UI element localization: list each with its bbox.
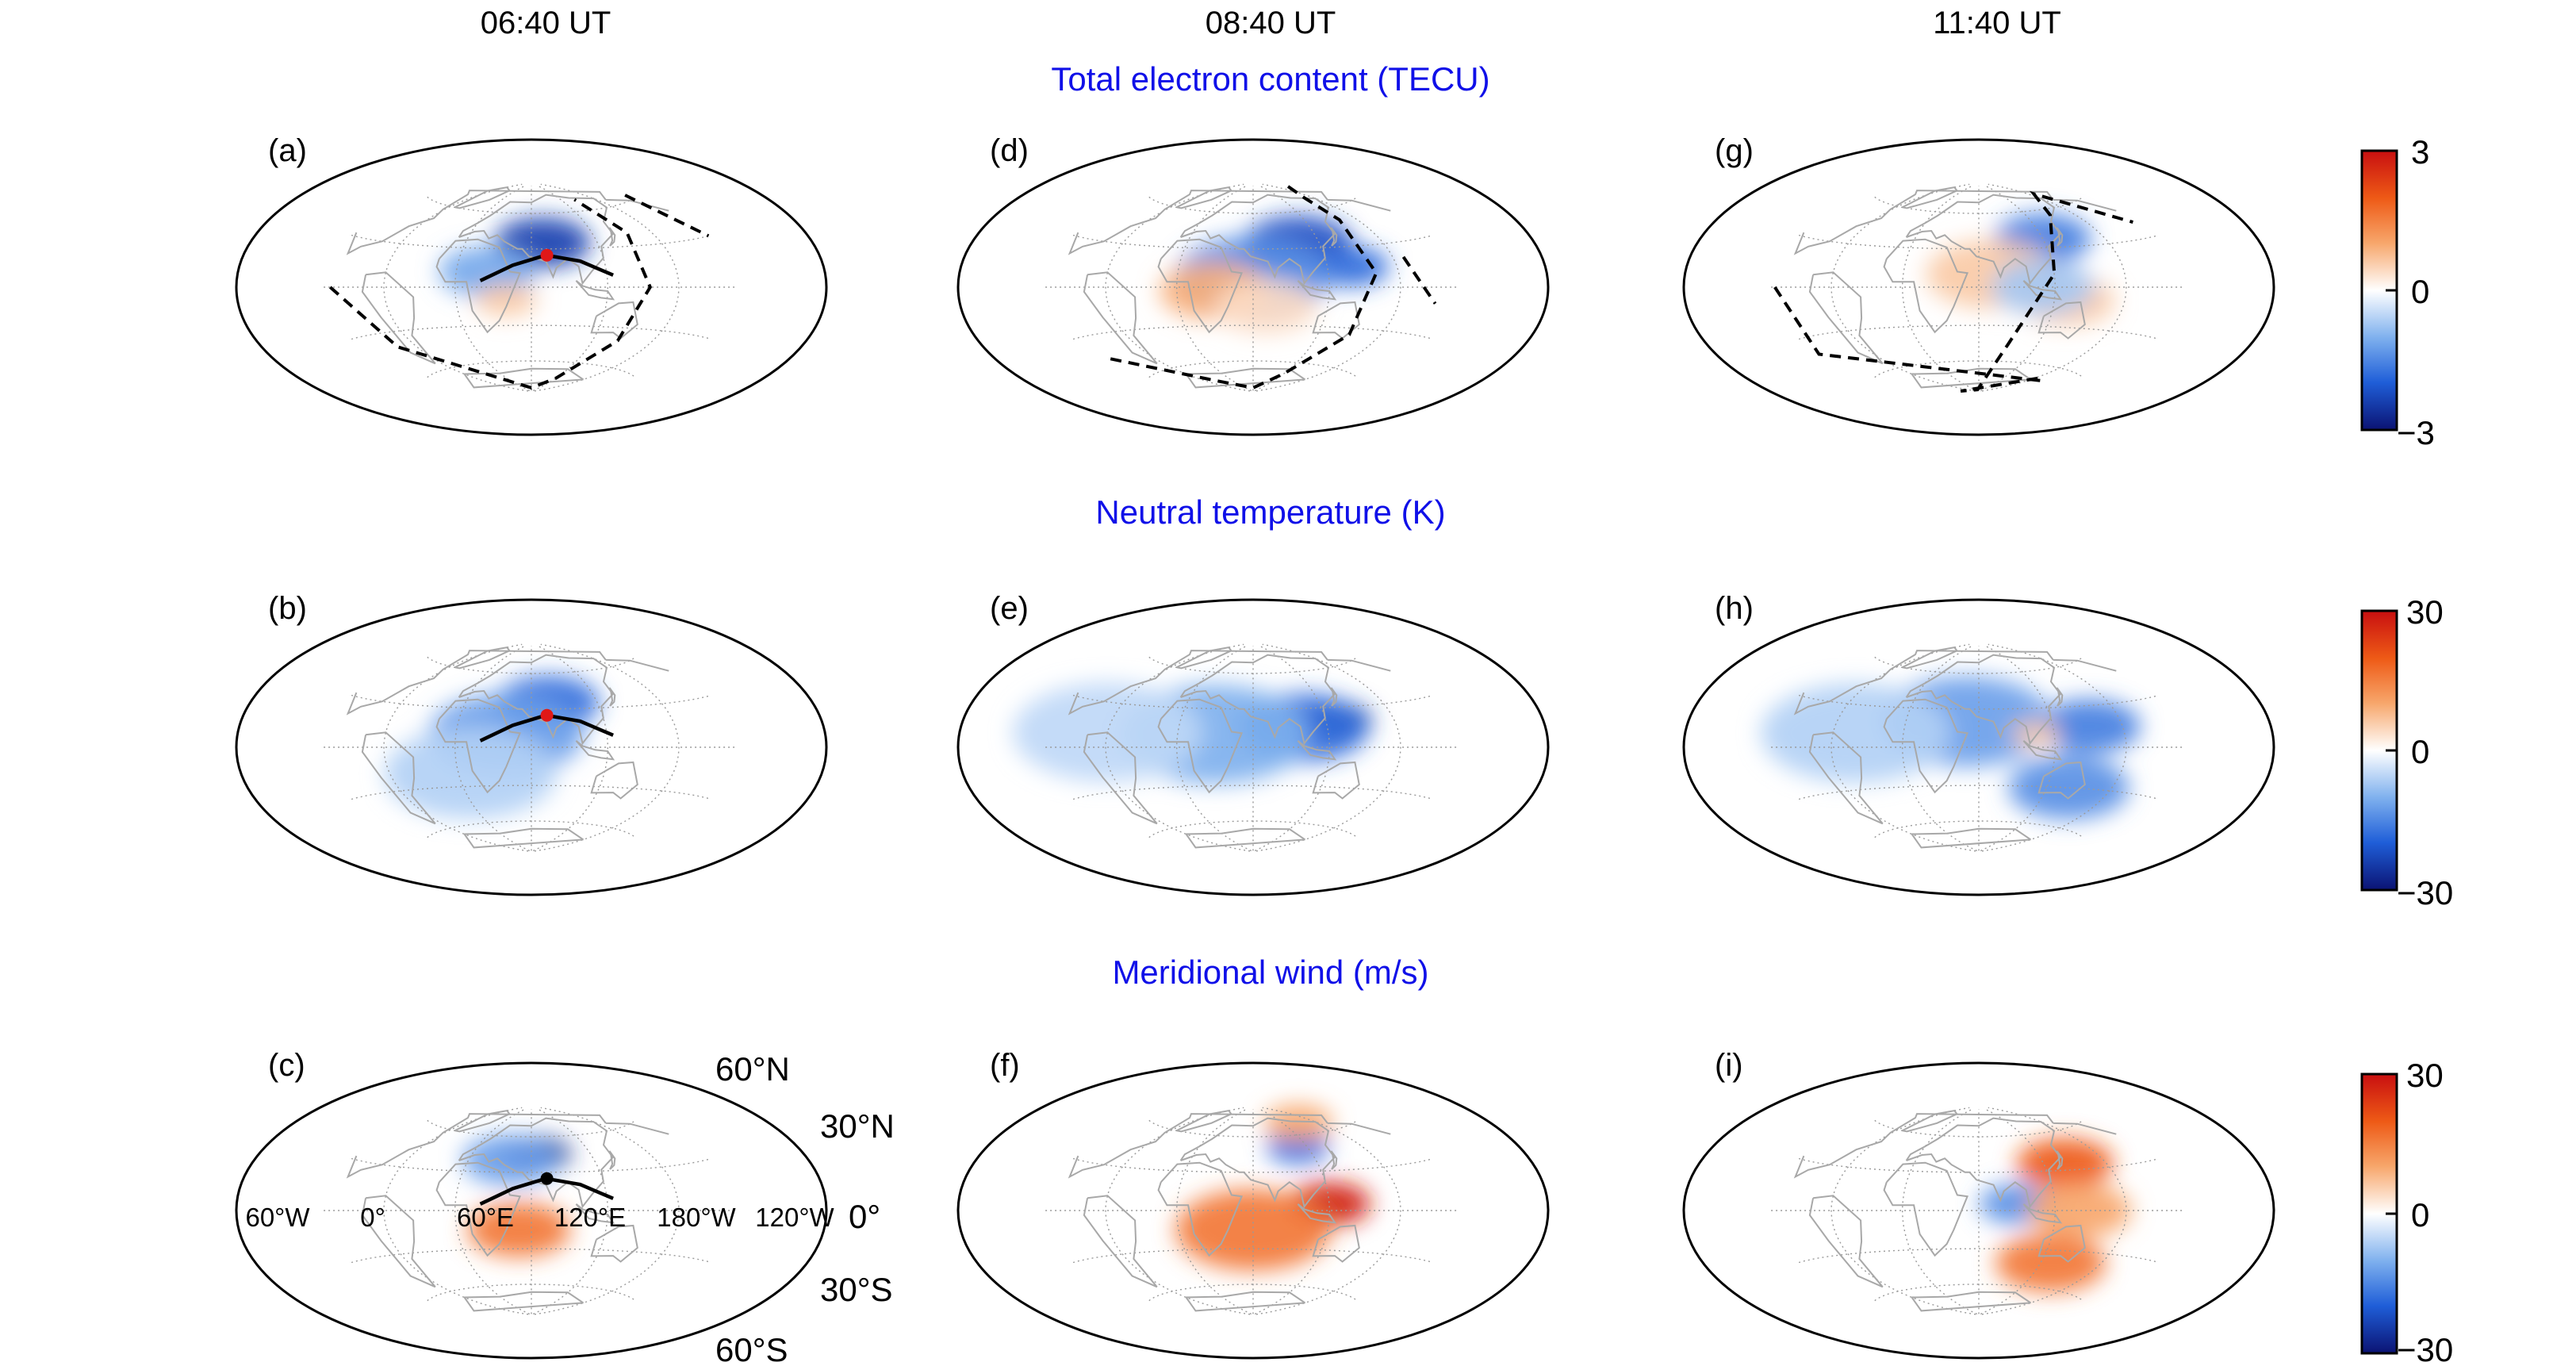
graticule-h: [1771, 643, 2185, 852]
anomaly-c-2: [462, 1134, 559, 1185]
anomaly-h-2: [2008, 756, 2129, 819]
map-border-b: [235, 598, 828, 896]
colorbar-tec-tick-min: −3: [2397, 414, 2435, 451]
column-title-3: 11:40 UT: [1933, 6, 2061, 40]
colorbar-wind-tick-zero: 0: [2411, 1196, 2429, 1234]
coastlines-h: [1793, 647, 2117, 849]
anomaly-f-1: [1267, 1130, 1329, 1164]
lon-label-60w: 60°W: [245, 1203, 310, 1232]
terminator-a: [328, 194, 710, 390]
map-panel-a: [235, 138, 828, 436]
lat-label-60n: 60°N: [715, 1050, 790, 1088]
colorbar-temperature-tick-zero: 0: [2411, 733, 2429, 770]
anomaly-d-2: [1313, 247, 1390, 287]
terminator-d: [1110, 185, 1437, 389]
map-border-h: [1682, 598, 2275, 896]
terminator-g: [1773, 190, 2133, 393]
colorbar-wind: 30 0 −30: [2360, 1057, 2453, 1366]
lon-label-120e: 120°E: [554, 1203, 626, 1232]
coastlines-c: [346, 1110, 669, 1312]
epicenter-b: [540, 708, 554, 722]
anomaly-c-3: [467, 1203, 571, 1257]
epicenter-a: [540, 248, 554, 262]
lon-label-0: 0°: [360, 1203, 385, 1232]
map-panel-f: [956, 1061, 1550, 1360]
panel-label-d: (d): [990, 133, 1029, 168]
lon-label-120w: 120°W: [755, 1203, 834, 1232]
colorbar-temperature-tick-min: −30: [2397, 874, 2453, 911]
map-border-c: [235, 1061, 828, 1360]
graticule-g: [1771, 183, 2185, 392]
lat-label-60s: 60°S: [715, 1331, 788, 1366]
map-panel-b: [235, 598, 828, 896]
colorbar-tec-tick-zero: 0: [2411, 273, 2429, 310]
anomaly-h-1: [2037, 699, 2141, 754]
coastlines-i: [1793, 1110, 2117, 1312]
graticule-a: [324, 183, 738, 392]
map-background-i: [1684, 1063, 2274, 1358]
map-border-e: [956, 598, 1550, 896]
row-title-temperature: Neutral temperature (K): [1095, 493, 1445, 531]
coastlines-b: [346, 647, 669, 849]
coastlines-f: [1068, 1110, 1391, 1312]
lon-label-60e: 60°E: [457, 1203, 514, 1232]
colorbar-temperature: 30 0 −30: [2360, 593, 2453, 911]
anomaly-f-4: [1263, 1104, 1333, 1141]
map-border-a: [235, 138, 828, 436]
lat-label-0: 0°: [849, 1198, 880, 1235]
map-border-d: [956, 138, 1550, 436]
coastlines-e: [1068, 647, 1391, 849]
row-title-wind: Meridional wind (m/s): [1112, 954, 1428, 991]
colorbar-tec: 3 0 −3: [2360, 133, 2435, 451]
coastlines-g: [1793, 186, 2117, 389]
panel-label-g: (g): [1715, 133, 1754, 168]
column-title-2: 08:40 UT: [1206, 6, 1336, 40]
graticule-e: [1045, 643, 1459, 852]
lat-label-30n: 30°N: [820, 1107, 895, 1145]
graticule-c: [324, 1107, 738, 1315]
lon-label-180w: 180°W: [657, 1203, 736, 1232]
map-panel-h: [1682, 598, 2275, 896]
colorbar-temperature-tick-max: 30: [2406, 593, 2444, 631]
map-background-a: [236, 140, 826, 435]
panel-label-h: (h): [1715, 591, 1754, 626]
row-title-tec: Total electron content (TECU): [1051, 60, 1489, 98]
colorbar-tec-tick-max: 3: [2411, 133, 2429, 171]
anomaly-d-5: [1213, 279, 1317, 334]
graticule-i: [1771, 1107, 2185, 1315]
epicenter-c: [540, 1172, 554, 1185]
graticule-d: [1045, 183, 1459, 392]
anomaly-i-2: [1995, 1234, 2106, 1292]
anomaly-a-3: [474, 283, 538, 317]
anomaly-b-3: [384, 728, 557, 819]
colorbar-wind-tick-max: 30: [2406, 1057, 2444, 1094]
panel-label-c: (c): [268, 1048, 305, 1083]
map-border-g: [1682, 138, 2275, 436]
column-title-1: 06:40 UT: [481, 6, 611, 40]
colorbar-wind-tick-min: −30: [2397, 1331, 2453, 1366]
panel-label-i: (i): [1715, 1048, 1743, 1083]
map-panel-i: [1682, 1061, 2275, 1360]
lat-label-30s: 30°S: [820, 1271, 893, 1308]
panel-label-e: (e): [990, 591, 1029, 626]
map-panel-c: [235, 1061, 828, 1360]
panel-label-f: (f): [990, 1048, 1020, 1083]
map-border-f: [956, 1061, 1550, 1360]
graticule-f: [1045, 1107, 1459, 1315]
graticule-b: [324, 643, 738, 852]
anomaly-i-1: [2016, 1138, 2114, 1189]
panel-label-b: (b): [268, 591, 307, 626]
panel-label-a: (a): [268, 133, 307, 168]
anomaly-h-5: [2011, 721, 2060, 747]
map-panel-e: [956, 598, 1550, 896]
map-panel-g: [1682, 138, 2275, 436]
anomaly-h-4: [1761, 683, 1951, 783]
map-border-i: [1682, 1061, 2275, 1360]
coastlines-a: [346, 186, 669, 389]
map-panel-d: [956, 138, 1550, 436]
